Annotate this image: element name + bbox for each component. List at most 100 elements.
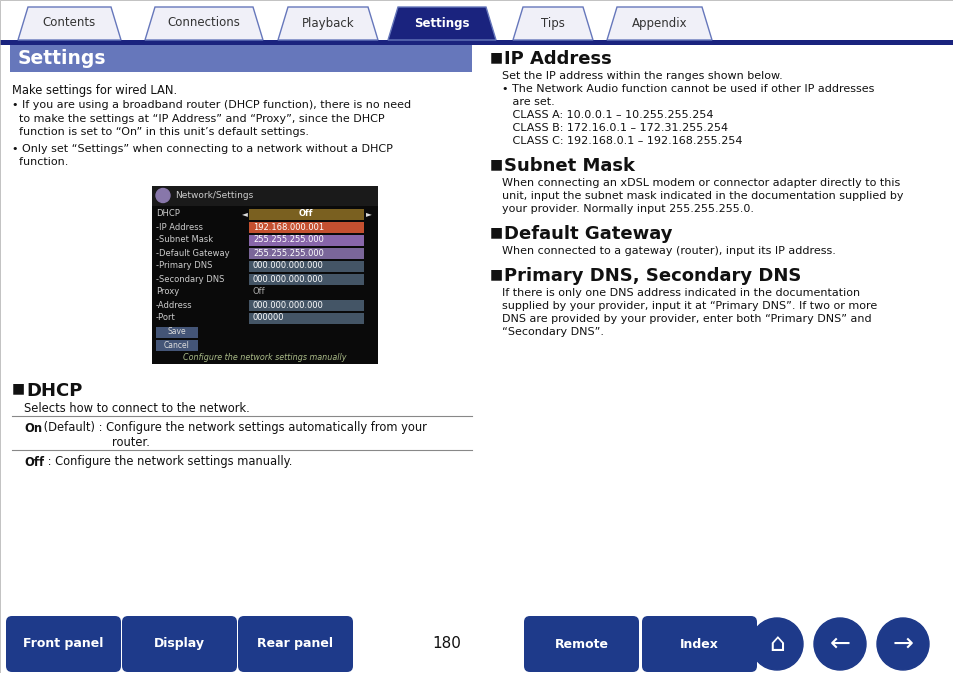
Text: Index: Index (679, 637, 719, 651)
FancyBboxPatch shape (237, 616, 353, 672)
Text: Proxy: Proxy (156, 287, 179, 297)
FancyBboxPatch shape (523, 616, 639, 672)
Polygon shape (513, 7, 593, 40)
FancyBboxPatch shape (6, 616, 121, 672)
Polygon shape (18, 7, 121, 40)
Text: 192.168.000.001: 192.168.000.001 (253, 223, 324, 232)
Text: Connections: Connections (168, 17, 240, 30)
Text: : Configure the network settings manually.: : Configure the network settings manuall… (44, 456, 292, 468)
Text: Display: Display (153, 637, 205, 651)
Text: Set the IP address within the ranges shown below.: Set the IP address within the ranges sho… (501, 71, 781, 81)
Text: • The Network Audio function cannot be used if other IP addresses: • The Network Audio function cannot be u… (501, 84, 874, 94)
Text: your provider. Normally input 255.255.255.0.: your provider. Normally input 255.255.25… (501, 204, 753, 214)
Bar (249, 299, 364, 310)
Text: unit, input the subnet mask indicated in the documentation supplied by: unit, input the subnet mask indicated in… (501, 191, 902, 201)
Text: Default Gateway: Default Gateway (503, 225, 672, 243)
Bar (249, 260, 364, 271)
Text: 000.000.000.000: 000.000.000.000 (253, 301, 323, 310)
FancyBboxPatch shape (641, 616, 757, 672)
Text: Save: Save (168, 328, 186, 336)
Text: -Default Gateway: -Default Gateway (156, 248, 230, 258)
Text: -Subnet Mask: -Subnet Mask (156, 236, 213, 244)
Text: Off: Off (253, 287, 265, 297)
Polygon shape (277, 7, 377, 40)
Text: Subnet Mask: Subnet Mask (503, 157, 635, 175)
Bar (249, 209, 364, 219)
Text: Cancel: Cancel (164, 341, 190, 349)
Text: 000.000.000.000: 000.000.000.000 (253, 275, 323, 283)
Text: • Only set “Settings” when connecting to a network without a DHCP: • Only set “Settings” when connecting to… (12, 143, 393, 153)
Text: ⌂: ⌂ (768, 632, 784, 656)
Text: Off: Off (298, 209, 313, 219)
Text: Settings: Settings (414, 17, 469, 30)
Text: Primary DNS, Secondary DNS: Primary DNS, Secondary DNS (503, 267, 801, 285)
Bar (249, 234, 364, 246)
Text: Rear panel: Rear panel (257, 637, 334, 651)
Text: function is set to “On” in this unit’s default settings.: function is set to “On” in this unit’s d… (12, 127, 309, 137)
Text: “Secondary DNS”.: “Secondary DNS”. (501, 327, 603, 337)
Text: are set.: are set. (501, 97, 554, 107)
Text: -IP Address: -IP Address (156, 223, 203, 232)
Text: to make the settings at “IP Address” and “Proxy”, since the DHCP: to make the settings at “IP Address” and… (12, 114, 384, 124)
Circle shape (750, 618, 802, 670)
Text: router.: router. (112, 435, 150, 448)
Text: • If you are using a broadband router (DHCP function), there is no need: • If you are using a broadband router (D… (12, 100, 411, 110)
Text: When connecting an xDSL modem or connector adapter directly to this: When connecting an xDSL modem or connect… (501, 178, 900, 188)
Text: supplied by your provider, input it at “Primary DNS”. If two or more: supplied by your provider, input it at “… (501, 301, 877, 311)
Bar (249, 248, 364, 258)
Circle shape (813, 618, 865, 670)
Text: IP Address: IP Address (503, 50, 611, 68)
Text: ►: ► (366, 209, 372, 219)
Text: DHCP: DHCP (26, 382, 82, 400)
Text: -Address: -Address (156, 301, 193, 310)
Text: ◄: ◄ (242, 209, 248, 219)
Text: function.: function. (12, 157, 69, 167)
Bar (0, 615, 953, 673)
Text: When connected to a gateway (router), input its IP address.: When connected to a gateway (router), in… (501, 246, 835, 256)
Bar (156, 326, 198, 337)
Text: Settings: Settings (18, 49, 107, 68)
Bar (249, 221, 364, 232)
Text: If there is only one DNS address indicated in the documentation: If there is only one DNS address indicat… (501, 288, 860, 298)
Text: Off: Off (24, 456, 44, 468)
Text: 180: 180 (432, 637, 461, 651)
Text: -Primary DNS: -Primary DNS (156, 262, 213, 271)
Text: 000.000.000.000: 000.000.000.000 (253, 262, 323, 271)
Text: 000000: 000000 (253, 314, 284, 322)
Text: CLASS A: 10.0.0.1 – 10.255.255.254: CLASS A: 10.0.0.1 – 10.255.255.254 (501, 110, 713, 120)
FancyBboxPatch shape (122, 616, 236, 672)
Text: -Secondary DNS: -Secondary DNS (156, 275, 224, 283)
Bar (0, 40, 953, 45)
Text: ■: ■ (490, 225, 502, 239)
Polygon shape (606, 7, 711, 40)
Text: Playback: Playback (301, 17, 354, 30)
Bar (156, 339, 198, 351)
Text: On: On (24, 421, 42, 435)
Text: ■: ■ (12, 382, 25, 396)
Text: (Default) : Configure the network settings automatically from your: (Default) : Configure the network settin… (40, 421, 426, 435)
Bar (152, 186, 377, 205)
Polygon shape (388, 7, 496, 40)
Text: Network/Settings: Network/Settings (174, 191, 253, 200)
Polygon shape (145, 7, 263, 40)
Text: DNS are provided by your provider, enter both “Primary DNS” and: DNS are provided by your provider, enter… (501, 314, 871, 324)
Text: ■: ■ (490, 157, 502, 171)
Text: ←: ← (828, 632, 850, 656)
Text: CLASS B: 172.16.0.1 – 172.31.255.254: CLASS B: 172.16.0.1 – 172.31.255.254 (501, 123, 727, 133)
Text: ■: ■ (490, 267, 502, 281)
Bar (152, 186, 377, 363)
Text: Appendix: Appendix (631, 17, 686, 30)
Circle shape (876, 618, 928, 670)
Text: CLASS C: 192.168.0.1 – 192.168.255.254: CLASS C: 192.168.0.1 – 192.168.255.254 (501, 136, 741, 146)
Text: 255.255.255.000: 255.255.255.000 (253, 248, 323, 258)
Text: DHCP: DHCP (156, 209, 180, 219)
Bar (249, 273, 364, 285)
Text: -Port: -Port (156, 314, 175, 322)
Text: Front panel: Front panel (23, 637, 104, 651)
Bar (10, 45, 472, 72)
Text: Make settings for wired LAN.: Make settings for wired LAN. (12, 84, 177, 97)
Text: Selects how to connect to the network.: Selects how to connect to the network. (24, 402, 250, 415)
Bar (249, 312, 364, 324)
Text: Tips: Tips (540, 17, 564, 30)
Text: 255.255.255.000: 255.255.255.000 (253, 236, 323, 244)
